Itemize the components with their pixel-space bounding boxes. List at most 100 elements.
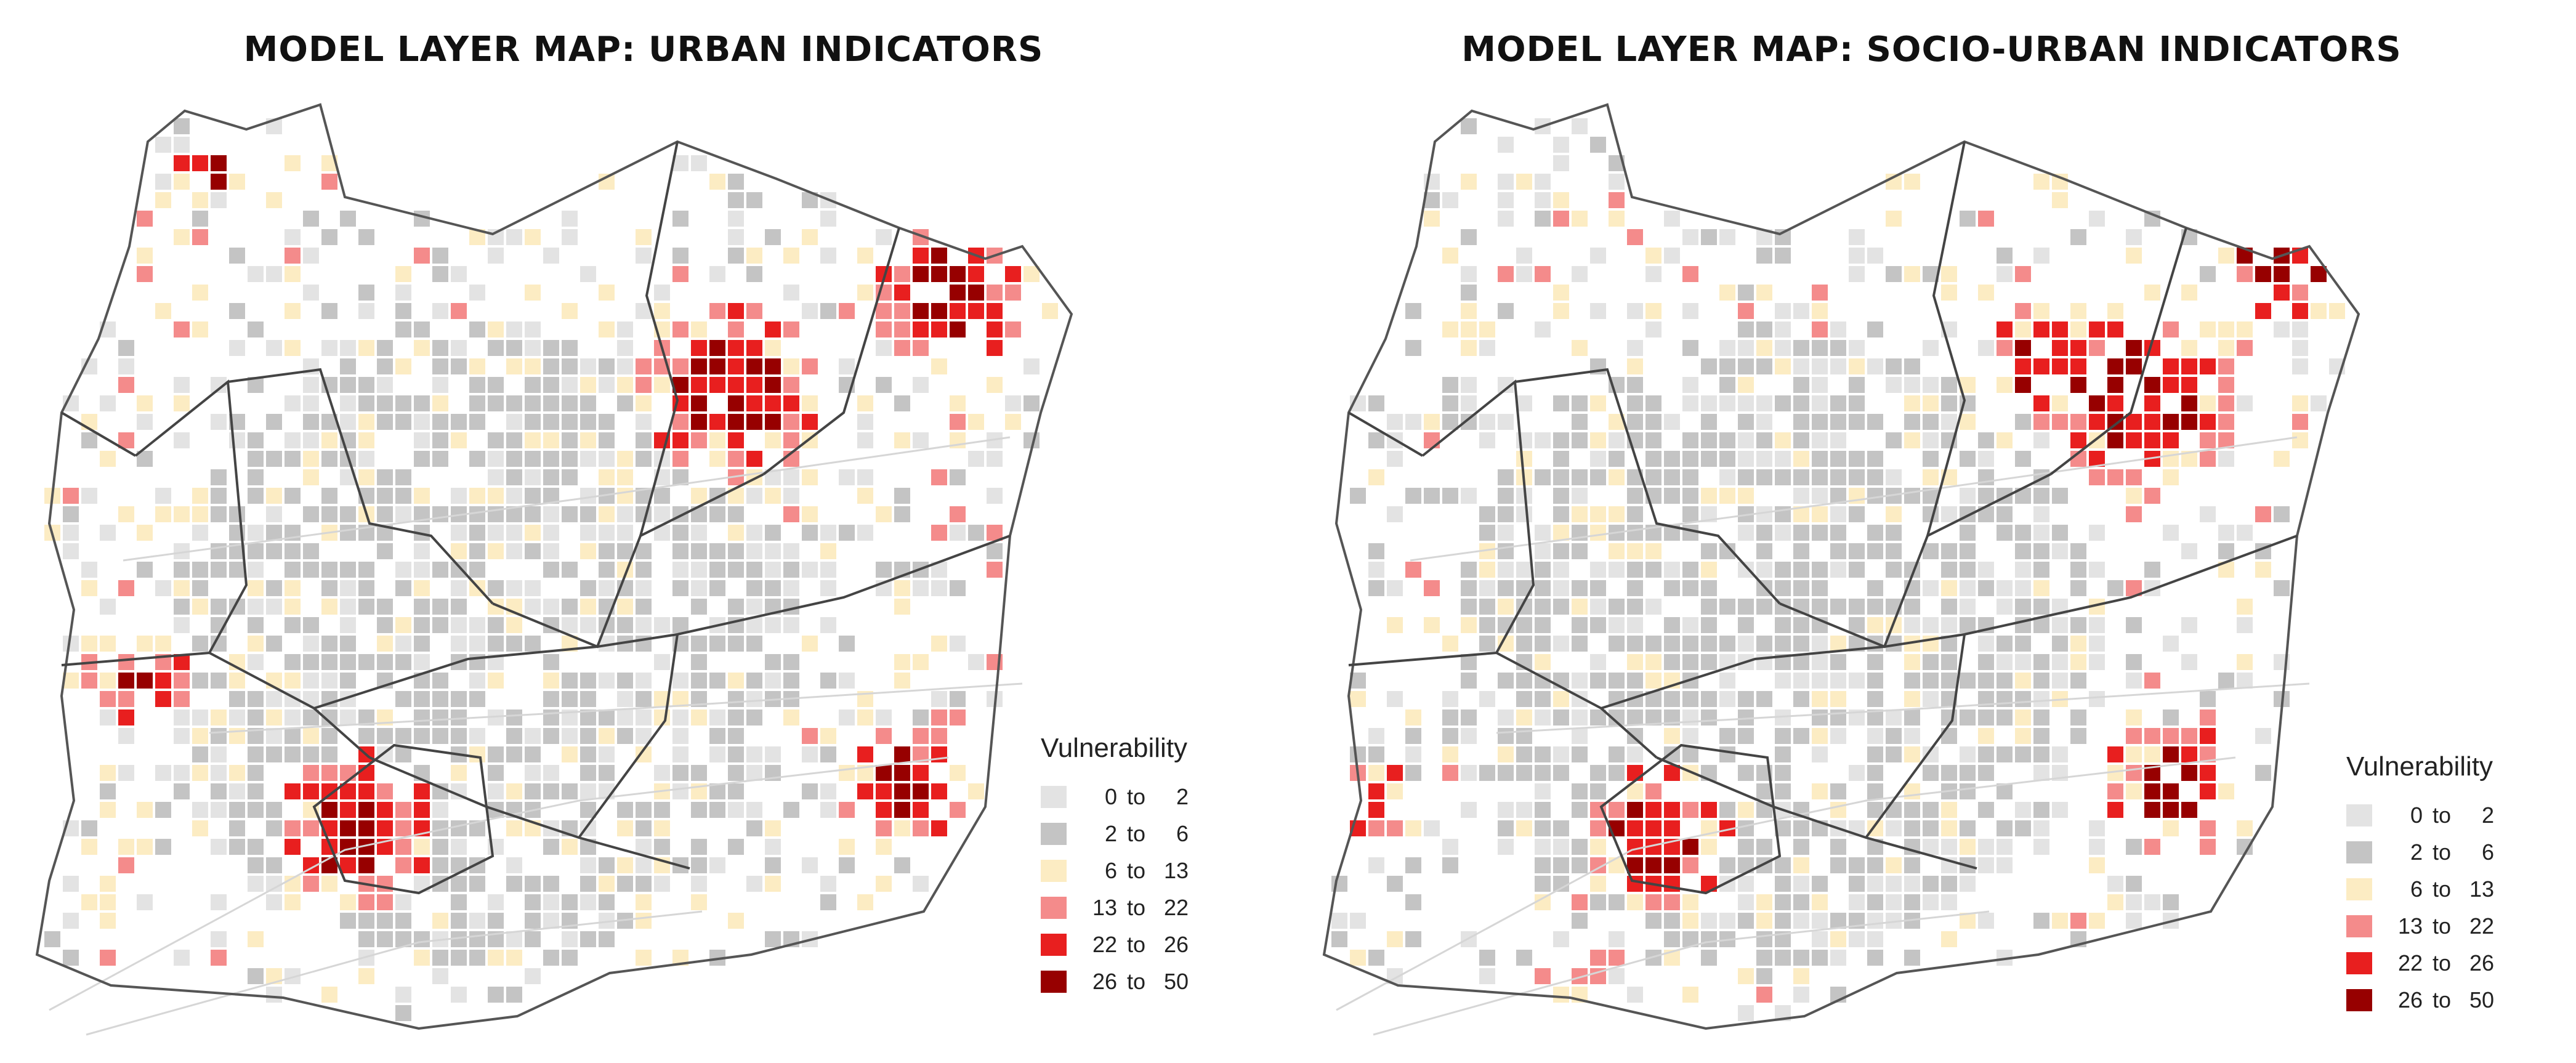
map-block bbox=[746, 876, 762, 892]
map-block bbox=[2033, 820, 2049, 836]
map-block bbox=[1738, 358, 1754, 374]
map-block bbox=[155, 765, 171, 781]
map-block bbox=[2237, 599, 2253, 615]
map-block bbox=[1516, 636, 1532, 652]
map-block bbox=[137, 248, 153, 264]
map-block bbox=[562, 340, 578, 356]
map-block bbox=[2070, 432, 2086, 448]
map-block bbox=[506, 617, 522, 633]
map-block bbox=[2163, 709, 2179, 726]
map-block bbox=[506, 876, 522, 892]
map-block bbox=[1886, 377, 1902, 393]
map-block bbox=[1960, 414, 1976, 430]
map-block bbox=[358, 894, 374, 910]
map-block bbox=[950, 285, 966, 301]
map-block bbox=[839, 469, 855, 485]
map-block bbox=[1572, 414, 1588, 430]
map-block bbox=[1719, 636, 1735, 652]
map-block bbox=[894, 857, 910, 873]
map-block bbox=[2015, 746, 2031, 762]
map-block bbox=[1461, 118, 1477, 134]
map-block bbox=[987, 525, 1003, 541]
map-block bbox=[802, 469, 818, 485]
map-block bbox=[1627, 654, 1643, 670]
map-block bbox=[451, 543, 467, 559]
map-block bbox=[1960, 913, 1976, 929]
map-block bbox=[599, 894, 615, 910]
legend-range-hi: 6 bbox=[2481, 839, 2494, 865]
map-block bbox=[2311, 303, 2327, 319]
map-block bbox=[1424, 414, 1440, 430]
map-block bbox=[1572, 617, 1588, 633]
map-block bbox=[469, 543, 485, 559]
map-block bbox=[2052, 395, 2068, 411]
map-block bbox=[1849, 414, 1865, 430]
map-block bbox=[1941, 876, 1957, 892]
map-block bbox=[913, 248, 929, 264]
map-block bbox=[2126, 654, 2142, 670]
map-block bbox=[617, 543, 633, 559]
map-block bbox=[2144, 839, 2160, 855]
map-block bbox=[1904, 894, 1920, 910]
map-block bbox=[543, 340, 559, 356]
map-block bbox=[1775, 580, 1791, 596]
map-block bbox=[1535, 174, 1551, 190]
map-block bbox=[2052, 340, 2068, 356]
map-block bbox=[2070, 709, 2086, 726]
map-block bbox=[654, 876, 670, 892]
map-block bbox=[2033, 709, 2049, 726]
map-block bbox=[174, 783, 190, 799]
map-block bbox=[636, 414, 652, 430]
map-block bbox=[155, 580, 171, 596]
map-block bbox=[746, 414, 762, 430]
map-block bbox=[2033, 673, 2049, 689]
map-block bbox=[377, 617, 393, 633]
map-block bbox=[543, 599, 559, 615]
map-block bbox=[2126, 709, 2142, 726]
map-block bbox=[1024, 266, 1040, 282]
map-block bbox=[1830, 673, 1846, 689]
legend-range-lo: 6 bbox=[2410, 876, 2423, 902]
map-block bbox=[876, 709, 892, 726]
map-block bbox=[931, 525, 947, 541]
map-block bbox=[820, 617, 836, 633]
map-block bbox=[1479, 765, 1495, 781]
map-block bbox=[506, 469, 522, 485]
map-block bbox=[1664, 894, 1680, 910]
map-block bbox=[451, 525, 467, 541]
map-block bbox=[340, 654, 356, 670]
map-block bbox=[2126, 340, 2142, 356]
map-block bbox=[1978, 285, 1994, 301]
map-block bbox=[857, 488, 873, 504]
map-block bbox=[137, 802, 153, 818]
map-block bbox=[1461, 709, 1477, 726]
map-block bbox=[414, 395, 430, 411]
map-block bbox=[987, 488, 1003, 504]
map-block bbox=[432, 377, 448, 393]
map-block bbox=[1775, 894, 1791, 910]
map-block bbox=[580, 488, 596, 504]
map-block bbox=[1461, 802, 1477, 818]
map-block bbox=[1941, 285, 1957, 301]
map-block bbox=[1405, 746, 1421, 762]
map-block bbox=[1923, 377, 1939, 393]
map-block bbox=[1516, 562, 1532, 578]
map-block bbox=[876, 562, 892, 578]
map-block bbox=[1793, 968, 1809, 984]
map-block bbox=[2144, 562, 2160, 578]
district-boundaries bbox=[60, 141, 1011, 895]
map-block bbox=[1645, 820, 1661, 836]
map-block bbox=[118, 857, 134, 873]
map-block bbox=[211, 765, 227, 781]
map-block bbox=[395, 506, 411, 522]
map-block bbox=[414, 321, 430, 337]
map-title: MODEL LAYER MAP: SOCIO-URBAN INDICATORS bbox=[1461, 30, 2402, 70]
map-block bbox=[414, 931, 430, 947]
map-block bbox=[1387, 765, 1403, 781]
map-block bbox=[1405, 562, 1421, 578]
map-block bbox=[672, 543, 688, 559]
road-network bbox=[1336, 436, 2310, 1036]
map-block bbox=[1005, 414, 1021, 430]
map-block bbox=[691, 802, 707, 818]
map-block bbox=[1682, 525, 1698, 541]
